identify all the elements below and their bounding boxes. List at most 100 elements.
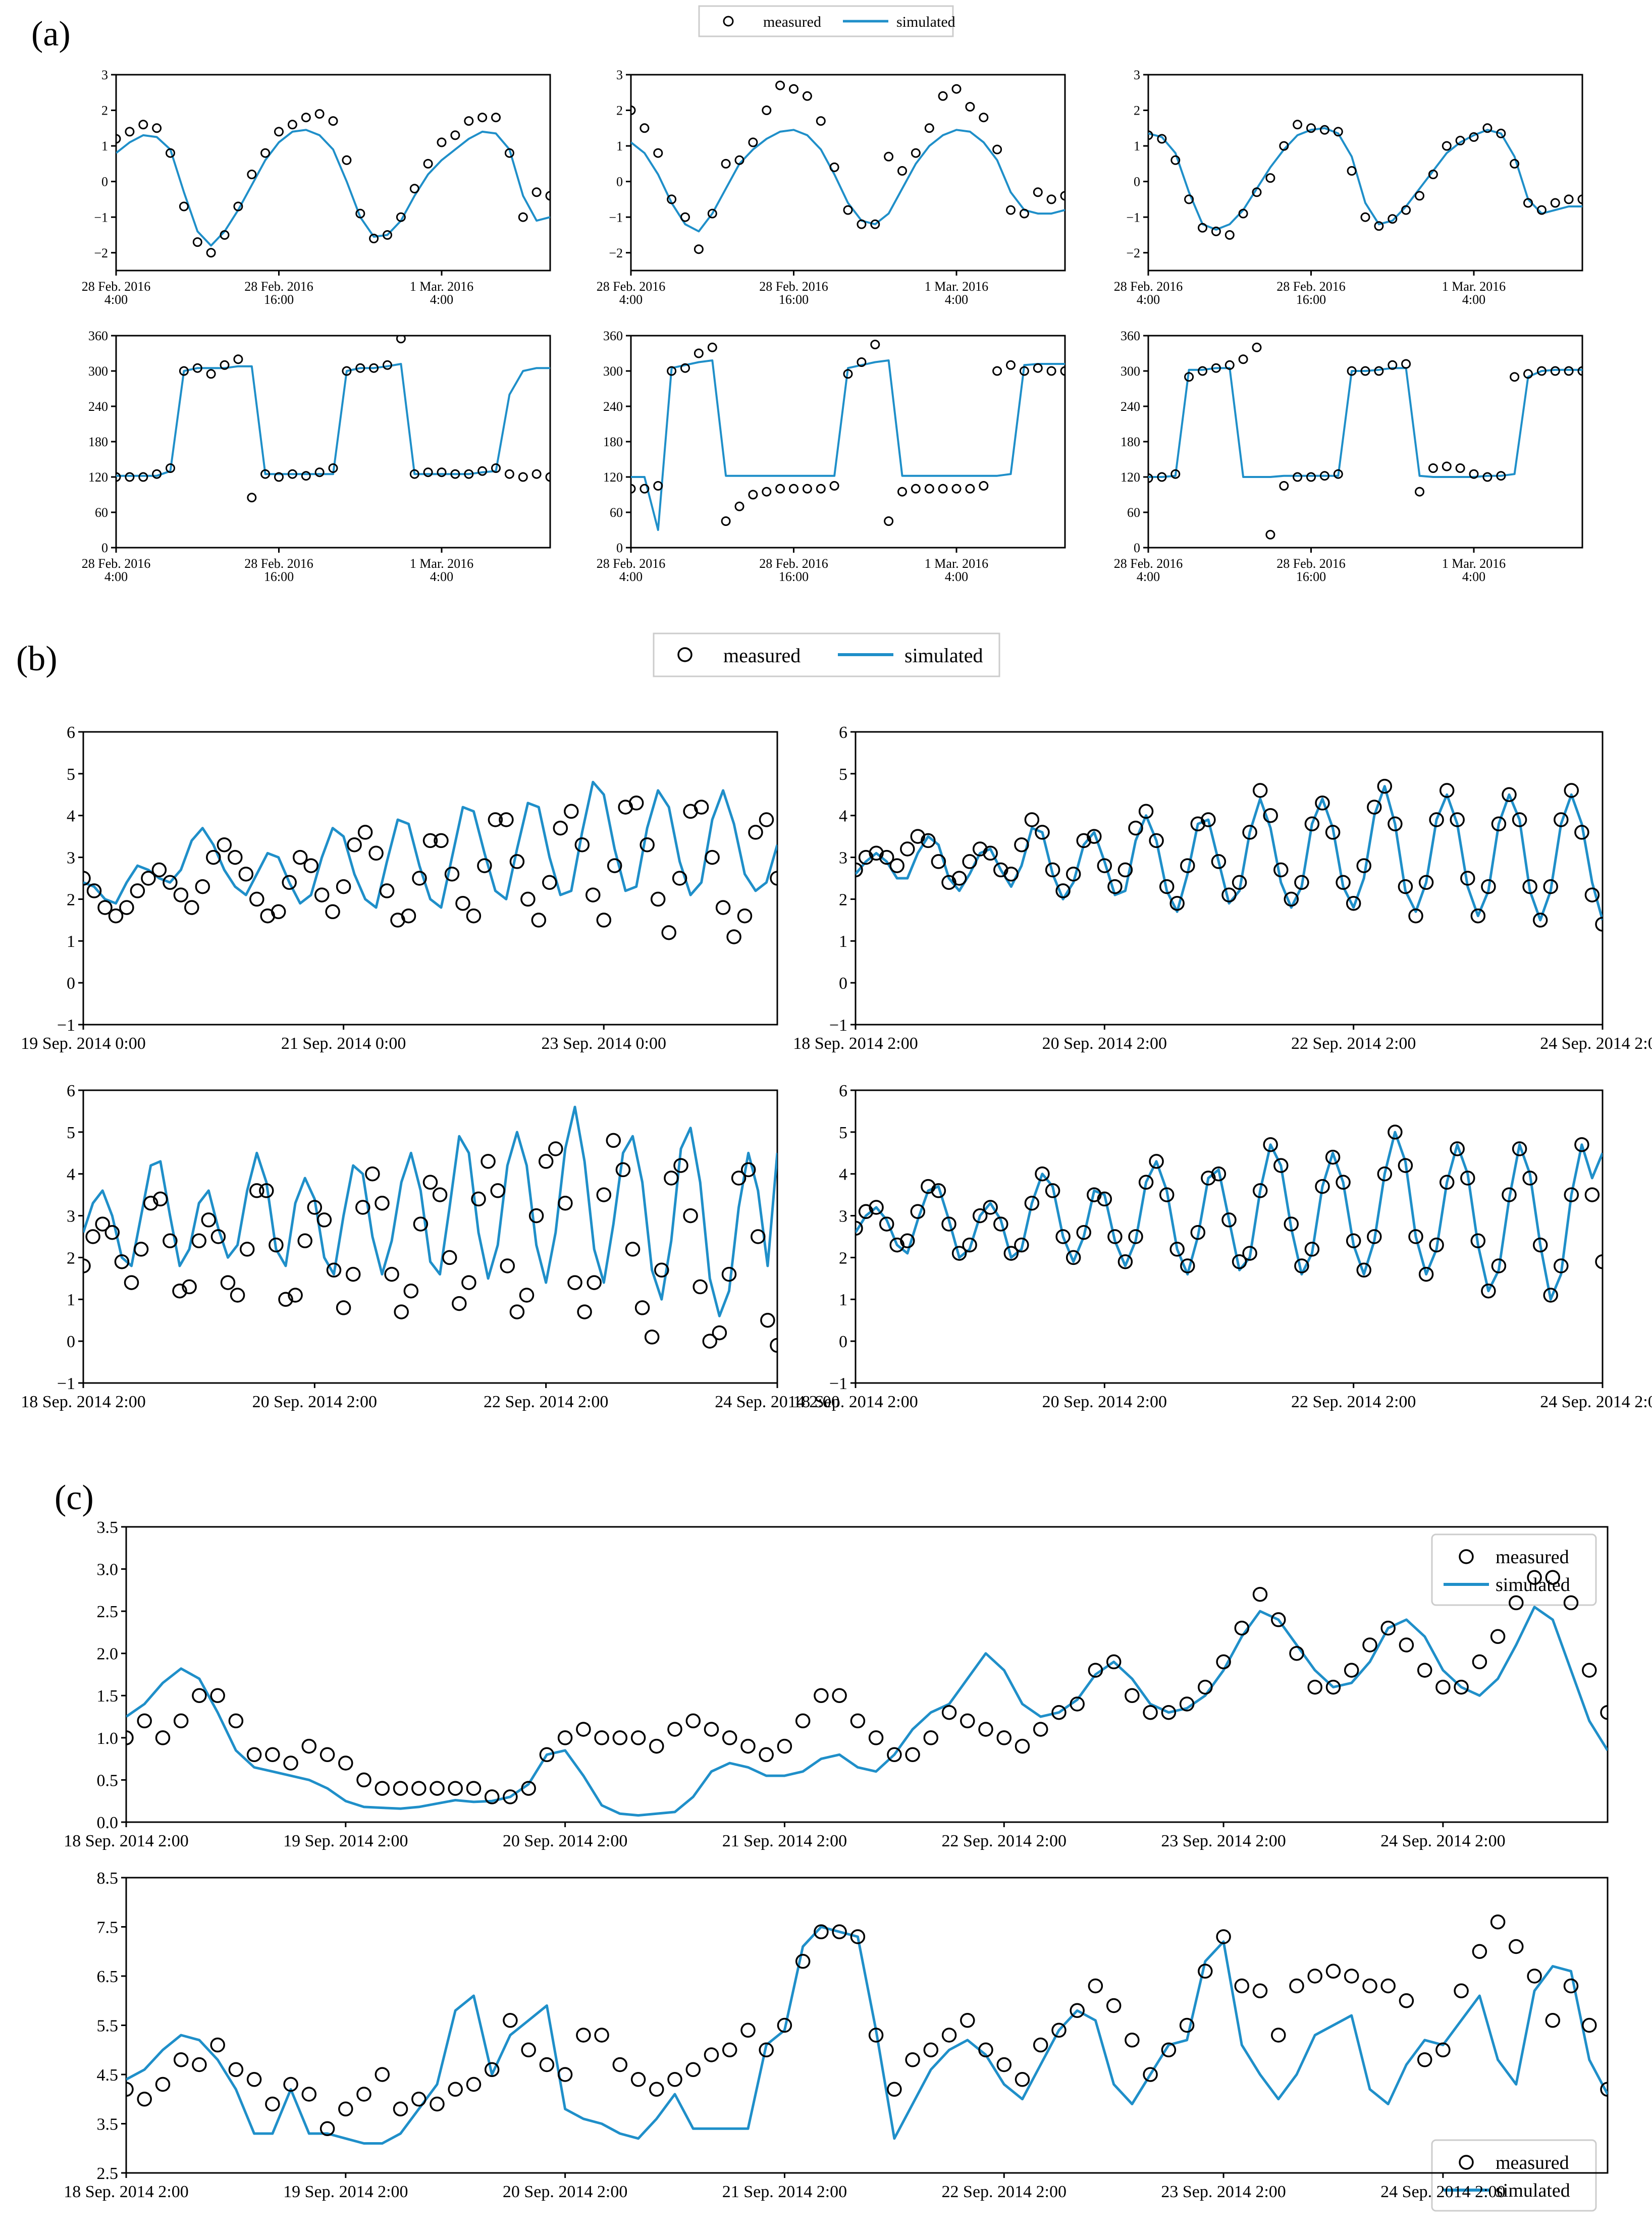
- measured-point: [734, 155, 744, 165]
- measured-point: [832, 1924, 847, 1940]
- y-tick-label: −1: [829, 1016, 847, 1035]
- measured-point: [265, 1747, 280, 1763]
- measured-point: [1055, 1229, 1071, 1244]
- x-tick-label: 28 Feb. 2016: [1276, 279, 1346, 294]
- x-tick-label: 1 Mar. 2016: [925, 279, 988, 294]
- measured-point: [393, 2101, 408, 2117]
- x-tick-label: 19 Sep. 2014 2:00: [283, 2183, 408, 2201]
- measured-point: [1502, 787, 1517, 803]
- measured-point: [1117, 1254, 1133, 1269]
- measured-point: [141, 871, 156, 886]
- measured-point: [437, 137, 447, 147]
- measured-point: [1388, 214, 1398, 224]
- measured-point: [1201, 1171, 1216, 1186]
- measured-point: [1564, 194, 1574, 204]
- measured-point: [931, 1183, 946, 1198]
- simulated-series-line: [116, 363, 550, 477]
- measured-point: [1169, 1242, 1185, 1257]
- measured-point: [1304, 1242, 1320, 1257]
- measured-point: [1346, 895, 1361, 911]
- measured-point: [1149, 833, 1164, 848]
- measured-point: [762, 105, 772, 115]
- measured-point: [594, 1730, 609, 1745]
- y-tick-label: 1: [616, 139, 623, 153]
- measured-point: [116, 472, 121, 482]
- measured-point: [1190, 1225, 1206, 1240]
- measured-point: [1252, 1586, 1268, 1602]
- measured-point: [879, 849, 894, 865]
- x-tick-label: 22 Sep. 2014 2:00: [484, 1393, 608, 1411]
- measured-point: [1584, 887, 1600, 902]
- measured-point: [628, 795, 644, 811]
- measured-point: [503, 1789, 518, 1804]
- x-tick-label: 4:00: [945, 569, 968, 584]
- x-tick-label: 1 Mar. 2016: [1442, 556, 1506, 571]
- measured-point: [220, 360, 230, 370]
- measured-point: [1600, 1705, 1608, 1720]
- x-tick-label: 1 Mar. 2016: [1442, 279, 1506, 294]
- measured-point: [1429, 1237, 1444, 1253]
- measured-point: [539, 1747, 555, 1763]
- measured-point: [1564, 783, 1579, 798]
- measured-point: [1491, 1258, 1507, 1273]
- x-tick-label: 28 Feb. 2016: [597, 556, 666, 571]
- measured-point: [1388, 360, 1398, 370]
- measured-point: [654, 1262, 669, 1278]
- measured-point: [1344, 1663, 1359, 1678]
- measured-point: [843, 205, 853, 215]
- measured-point: [1450, 1141, 1465, 1156]
- measured-point: [152, 123, 162, 133]
- measured-point: [1289, 1645, 1304, 1661]
- measured-point: [1273, 862, 1289, 878]
- measured-point: [667, 194, 677, 204]
- measured-point: [751, 1229, 766, 1244]
- measured-point: [545, 472, 550, 482]
- measured-point: [466, 2077, 482, 2092]
- measured-point: [759, 812, 774, 827]
- measured-point: [972, 841, 988, 857]
- measured-point: [464, 469, 474, 479]
- measured-point: [777, 2017, 792, 2033]
- measured-point: [1362, 1978, 1377, 1994]
- x-tick-label: 28 Feb. 2016: [82, 556, 151, 571]
- measured-point: [259, 1183, 274, 1198]
- measured-point: [777, 1738, 792, 1754]
- measured-point: [704, 2047, 719, 2062]
- plot-frame: [855, 731, 1604, 1026]
- measured-point: [228, 849, 243, 865]
- measured-point: [401, 908, 416, 924]
- measured-point: [1232, 875, 1247, 890]
- measured-point: [1460, 871, 1475, 886]
- measured-point: [1455, 463, 1465, 473]
- measured-point: [477, 466, 488, 476]
- measured-point: [1428, 170, 1438, 179]
- measured-point: [114, 1254, 130, 1269]
- measured-point: [951, 1246, 967, 1261]
- measured-point: [721, 516, 731, 526]
- measured-point: [287, 469, 297, 479]
- measured-point: [1554, 812, 1569, 827]
- measured-point: [1019, 208, 1029, 219]
- y-tick-label: −1: [609, 210, 623, 225]
- measured-point: [126, 1730, 134, 1745]
- measured-point: [585, 887, 601, 902]
- plot-frame: [125, 1877, 1609, 2174]
- measured-point: [683, 1208, 698, 1224]
- measured-point: [1306, 123, 1316, 133]
- measured-point: [539, 2057, 555, 2072]
- measured-point: [1454, 1983, 1469, 1999]
- measured-point: [1198, 1963, 1213, 1979]
- measured-point: [1536, 205, 1547, 215]
- measured-point: [1006, 360, 1016, 370]
- measured-point: [887, 2082, 902, 2097]
- legend-b-frame: [653, 632, 1000, 677]
- legend-b-measured-label: measured: [723, 644, 801, 667]
- chart-b1-chongming: −1 0 1 2 3 4 5 6 19 Sep. 2014 0:00 21 Sep. 2014 0…: [21, 723, 778, 1053]
- simulated-series-line: [83, 780, 777, 909]
- measured-point: [314, 467, 325, 477]
- measured-point: [694, 244, 704, 254]
- measured-point: [1470, 1233, 1486, 1249]
- legend-c1-measured-marker: [1459, 1549, 1474, 1564]
- measured-point: [1211, 226, 1221, 236]
- measured-point: [1362, 1637, 1377, 1653]
